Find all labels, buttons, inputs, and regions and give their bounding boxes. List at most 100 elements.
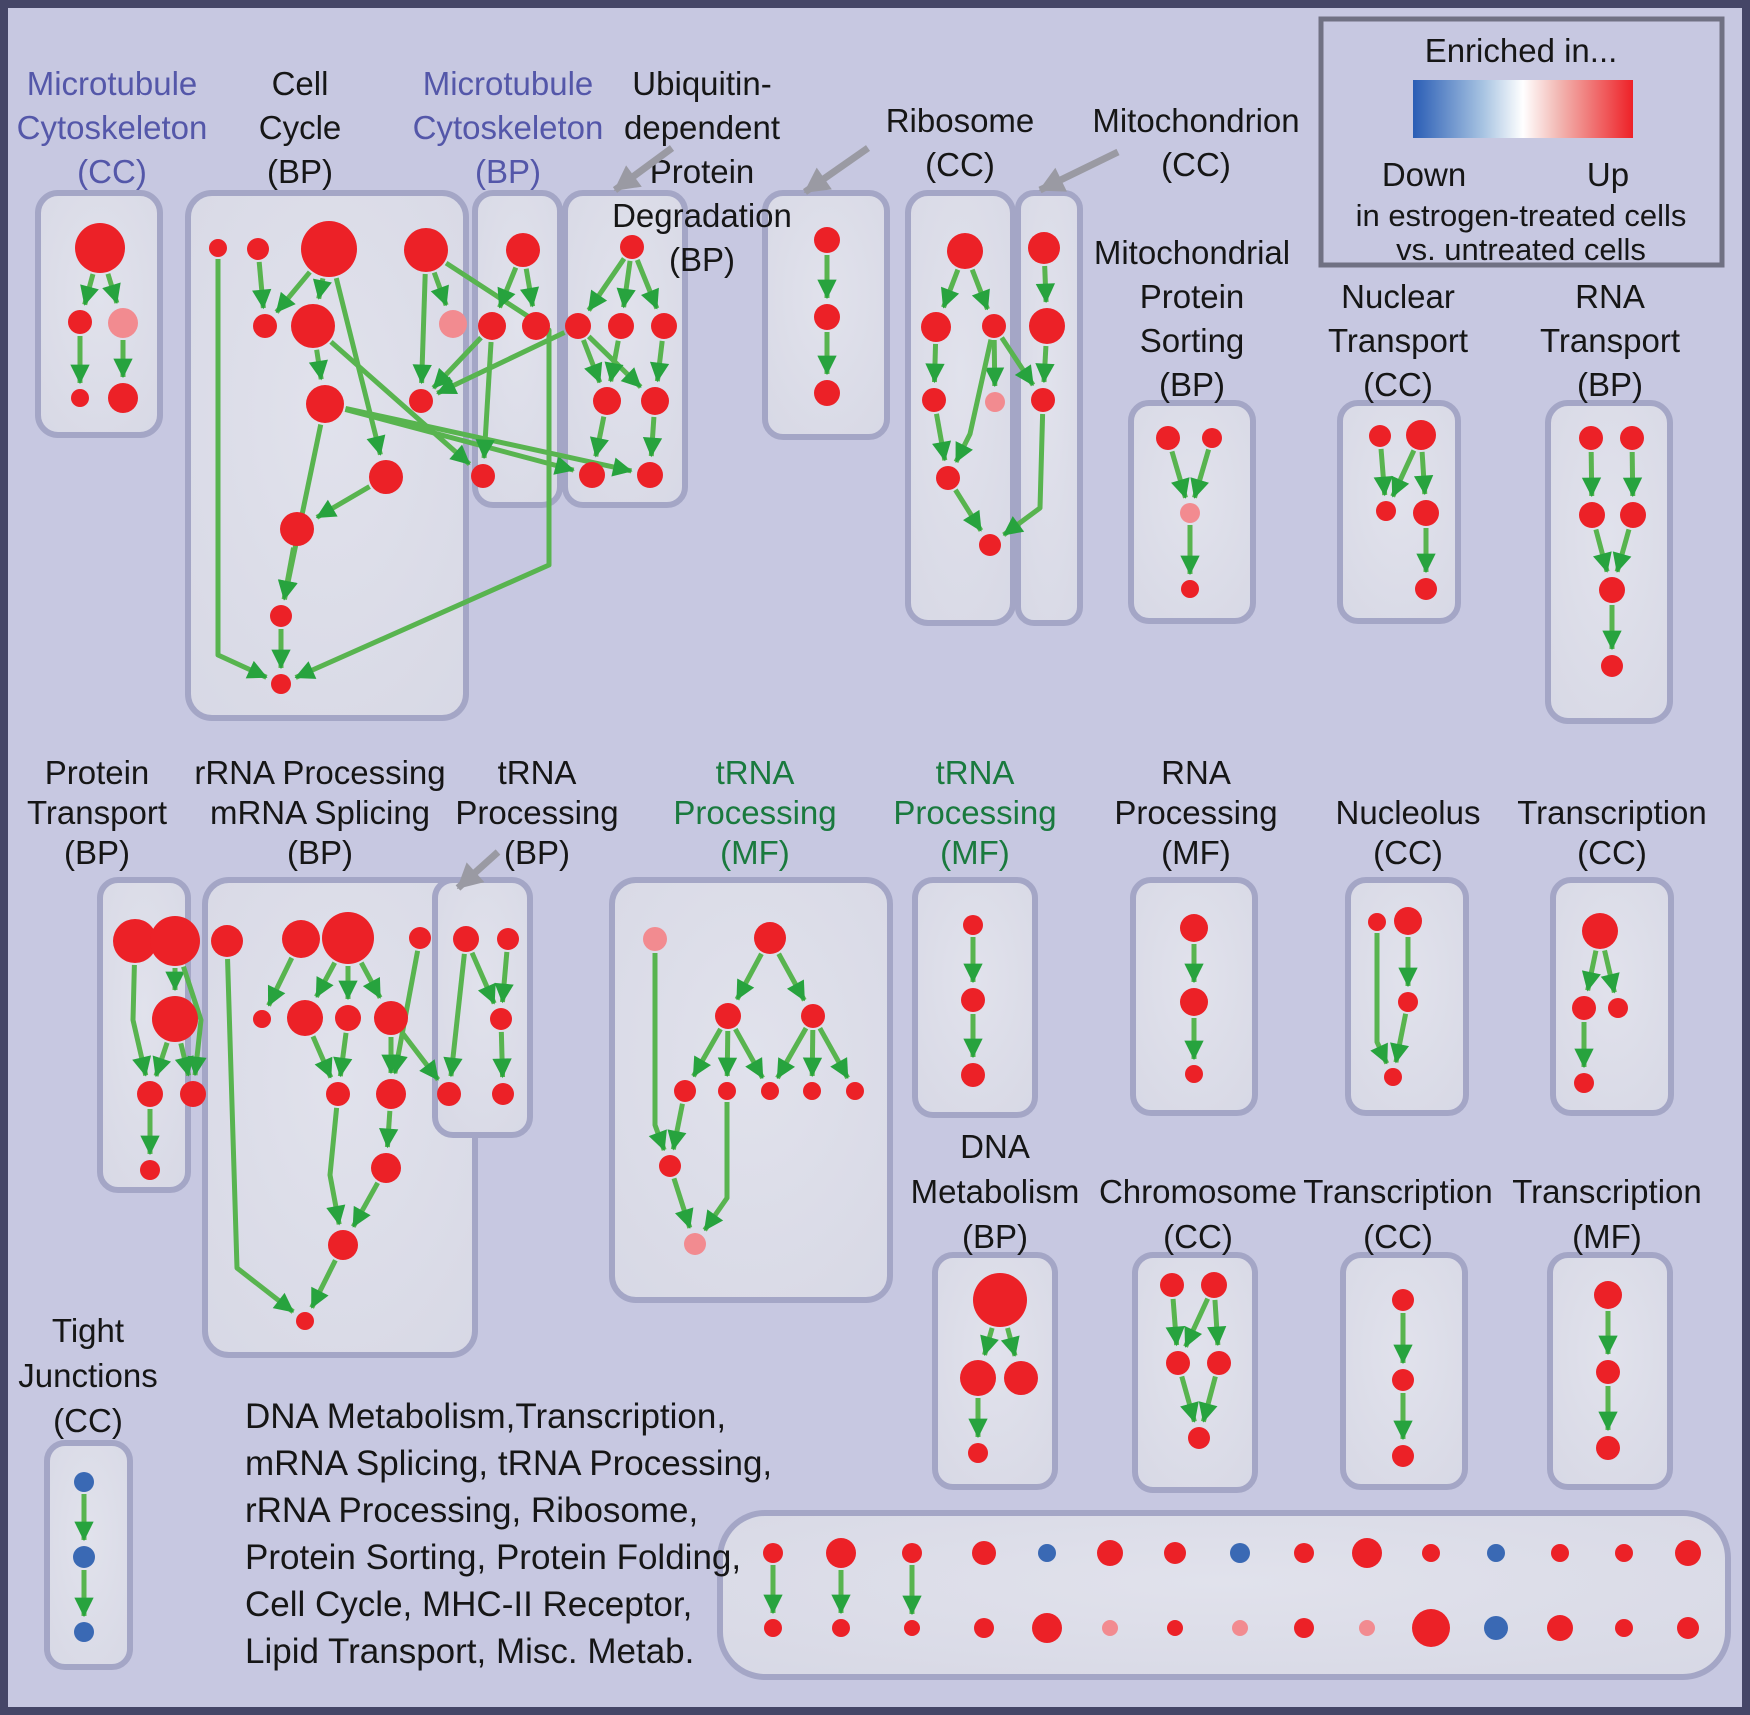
nuclear-transport-label-line1: Nuclear <box>1341 278 1455 315</box>
gene-set-node-nt1 <box>1369 425 1391 447</box>
gene-set-node-r4 <box>922 388 946 412</box>
gene-set-node-tp4 <box>437 1082 461 1106</box>
enrichment-edge <box>1179 1375 1199 1423</box>
legend-title: Enriched in... <box>1425 32 1618 69</box>
trna-bp-label-line3: (BP) <box>504 834 570 871</box>
gene-set-node-nt4 <box>1413 500 1439 526</box>
microtubule-cc-label-line1: Microtubule <box>27 65 198 102</box>
gene-set-node-tj2 <box>73 1546 95 1568</box>
tight-junctions-label-line2: Junctions <box>18 1357 157 1394</box>
enrichment-edge <box>252 261 272 310</box>
mixed-clusters-note-line4: Protein Sorting, Protein Folding, <box>245 1538 741 1577</box>
transcription-mf-label-line2: (MF) <box>1572 1218 1642 1255</box>
enrichment-edge <box>932 413 952 462</box>
enrichment-edge <box>1593 528 1612 573</box>
gene-set-node-c4 <box>404 228 448 272</box>
enrichment-edge <box>1370 933 1390 1065</box>
enrichment-edge <box>980 1327 999 1357</box>
enrichment-edge <box>359 961 383 999</box>
gene-set-node-s1 <box>1156 426 1180 450</box>
gene-set-node-q12b <box>1484 1616 1508 1640</box>
gene-set-node-tm11 <box>684 1233 706 1255</box>
enrichment-edge <box>181 965 207 1077</box>
gene-set-node-tc1 <box>1582 913 1618 949</box>
enrichment-edge <box>400 1031 441 1082</box>
enrichment-edge <box>310 1035 334 1079</box>
gene-set-node-q10b <box>1359 1620 1375 1636</box>
protein-transport-label-line2: Transport <box>27 794 167 831</box>
gene-set-node-rr10 <box>376 1079 406 1109</box>
protein-transport-label-line3: (BP) <box>64 834 130 871</box>
gene-set-node-rr4 <box>409 927 431 949</box>
enrichment-edge <box>925 343 945 384</box>
ubiquitin-label-line5: (BP) <box>669 241 735 278</box>
gene-set-node-rr5 <box>253 1010 271 1028</box>
gene-set-node-t2 <box>1029 308 1065 344</box>
gene-set-node-u8 <box>637 462 663 488</box>
cell-cycle-label-line1: Cell <box>272 65 329 102</box>
gene-set-node-tc4 <box>1574 1073 1594 1093</box>
gene-set-node-rr12 <box>328 1230 358 1260</box>
gene-set-node-b4 <box>471 464 495 488</box>
gene-set-node-pt3 <box>152 996 198 1042</box>
enrichment-edge <box>225 958 295 1314</box>
enrichment-edge <box>344 406 575 475</box>
gene-set-node-m3 <box>108 308 138 338</box>
enrichment-edge <box>667 1103 687 1151</box>
gene-set-node-c3 <box>301 221 357 277</box>
gene-set-node-m5 <box>108 383 138 413</box>
gene-set-node-q15a <box>1675 1540 1701 1566</box>
gene-set-node-y3 <box>1596 1436 1620 1460</box>
cell-cycle-label-line2: Cycle <box>259 109 342 146</box>
gene-set-node-rp3 <box>1185 1065 1203 1083</box>
mixed-band-box <box>717 1510 1731 1680</box>
gene-set-node-b1 <box>506 233 540 267</box>
gene-set-node-v3 <box>814 380 840 406</box>
gene-set-node-rr7 <box>335 1005 361 1031</box>
gene-set-node-y2 <box>1596 1360 1620 1384</box>
gene-set-node-rt5 <box>1599 577 1625 603</box>
gene-set-node-rr3 <box>322 912 374 964</box>
gene-set-node-q13a <box>1551 1544 1569 1562</box>
gene-set-node-rr8 <box>374 1001 408 1035</box>
rna-processing-label-line2: Processing <box>1114 794 1277 831</box>
legend-gradient-bar <box>1413 80 1633 138</box>
gene-set-node-q13b <box>1547 1615 1573 1641</box>
gene-set-node-q4a <box>972 1541 996 1565</box>
gene-set-node-q6b <box>1102 1620 1118 1636</box>
legend-box <box>1318 16 1725 268</box>
gene-set-node-c6 <box>291 304 335 348</box>
trna-mf2-label-line1: tRNA <box>936 754 1015 791</box>
enrichment-edge <box>1390 449 1417 498</box>
cell-cycle-label-line3: (BP) <box>267 153 333 190</box>
rna-transport-label-line1: RNA <box>1575 278 1645 315</box>
chromosome-box <box>1132 1252 1258 1493</box>
transcription-cc-box <box>1550 877 1674 1116</box>
gene-set-node-q6a <box>1097 1540 1123 1566</box>
gene-set-node-q5a <box>1038 1544 1056 1562</box>
gene-set-node-w1 <box>1392 1289 1414 1311</box>
mixed-clusters-note-line1: DNA Metabolism,Transcription, <box>245 1397 726 1436</box>
gene-set-node-rt6 <box>1601 655 1623 677</box>
enrichment-edge <box>1390 1013 1410 1064</box>
rrna-mrna-label-line3: (BP) <box>287 834 353 871</box>
rna-processing-label-line1: RNA <box>1161 754 1231 791</box>
enrichment-edge <box>1198 1375 1218 1423</box>
enrichment-edge <box>1183 1297 1210 1348</box>
enrichment-edge <box>776 952 807 1002</box>
gene-set-node-ch2 <box>1201 1272 1227 1298</box>
gene-set-node-w3 <box>1392 1445 1414 1467</box>
trna-bp-label-line2: Processing <box>455 794 618 831</box>
enrichment-edge <box>520 268 540 308</box>
ubiquitin-label-line1: Ubiquitin- <box>632 65 771 102</box>
enrichment-edge <box>1600 949 1620 994</box>
gene-set-node-dm4 <box>968 1443 988 1463</box>
nucleolus-label-line2: (CC) <box>1373 834 1443 871</box>
dna-metabolism-label-line1: DNA <box>960 1128 1030 1165</box>
tight-junctions-label-line1: Tight <box>52 1312 124 1349</box>
enrichment-edge <box>604 340 624 383</box>
dna-metabolism-box <box>932 1252 1058 1490</box>
gene-set-node-nt2 <box>1406 420 1436 450</box>
tight-junctions-label-line3: (CC) <box>53 1402 123 1439</box>
